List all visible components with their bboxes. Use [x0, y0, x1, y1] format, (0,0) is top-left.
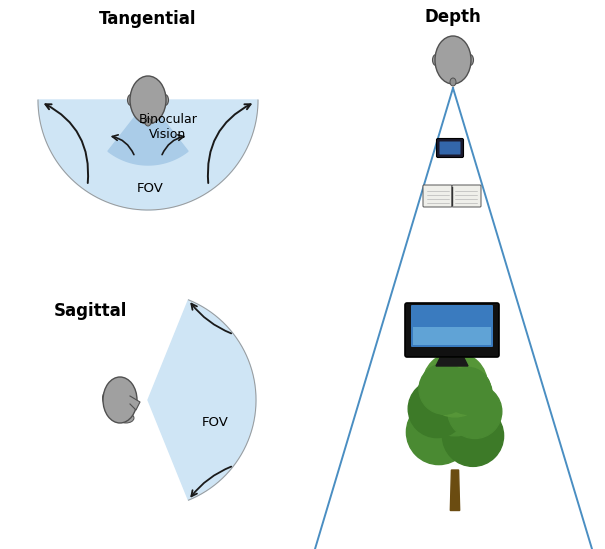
Ellipse shape	[128, 94, 134, 105]
FancyBboxPatch shape	[411, 305, 493, 347]
Circle shape	[448, 384, 502, 439]
Circle shape	[442, 405, 503, 467]
Text: FOV: FOV	[201, 416, 229, 429]
Circle shape	[407, 400, 471, 464]
Polygon shape	[450, 470, 460, 511]
Text: Binocular
Vision: Binocular Vision	[139, 113, 197, 141]
Ellipse shape	[162, 94, 169, 105]
Text: Sagittal: Sagittal	[53, 302, 126, 320]
Circle shape	[412, 373, 498, 459]
Polygon shape	[38, 100, 258, 210]
Polygon shape	[449, 358, 455, 362]
FancyBboxPatch shape	[413, 327, 491, 345]
Ellipse shape	[466, 54, 474, 65]
Polygon shape	[130, 396, 140, 410]
Circle shape	[419, 364, 469, 414]
Ellipse shape	[102, 392, 110, 404]
Polygon shape	[436, 358, 468, 366]
Ellipse shape	[435, 36, 471, 84]
FancyBboxPatch shape	[405, 303, 499, 357]
Ellipse shape	[118, 413, 134, 423]
FancyBboxPatch shape	[439, 142, 460, 154]
FancyBboxPatch shape	[436, 138, 463, 158]
FancyBboxPatch shape	[423, 185, 452, 207]
FancyBboxPatch shape	[452, 185, 481, 207]
Circle shape	[417, 360, 493, 436]
Circle shape	[408, 380, 466, 438]
Text: Tangential: Tangential	[99, 10, 197, 28]
Text: FOV: FOV	[137, 182, 163, 194]
Polygon shape	[148, 300, 256, 500]
Ellipse shape	[130, 76, 166, 124]
Text: Depth: Depth	[425, 8, 482, 26]
Polygon shape	[108, 100, 188, 165]
Circle shape	[423, 352, 488, 417]
Ellipse shape	[145, 118, 151, 126]
Ellipse shape	[103, 377, 137, 423]
Ellipse shape	[450, 78, 456, 86]
Ellipse shape	[433, 54, 439, 65]
Circle shape	[444, 367, 491, 414]
